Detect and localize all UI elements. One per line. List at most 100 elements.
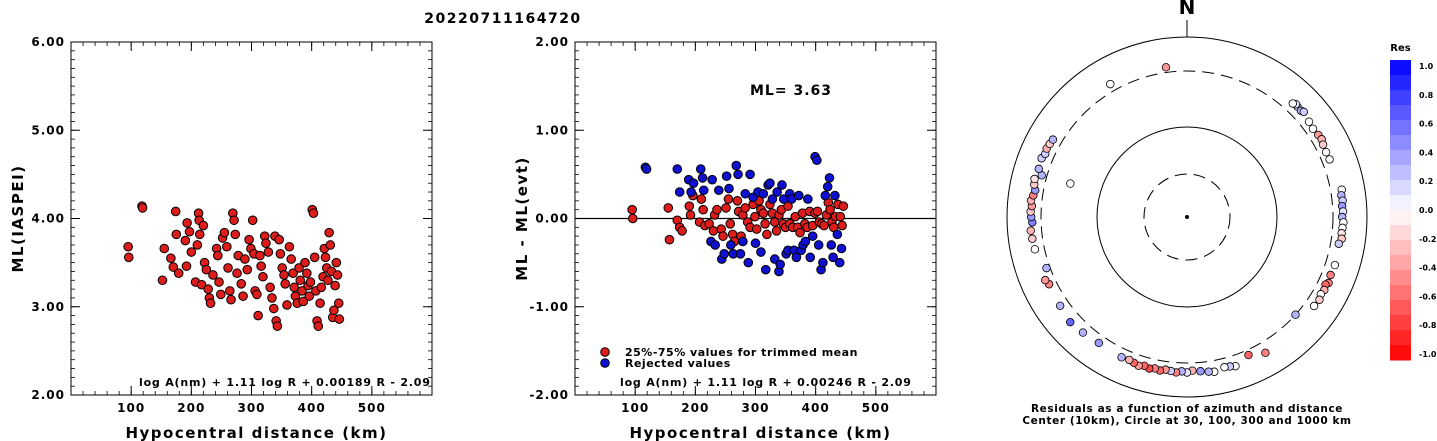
- data-point: [203, 284, 213, 294]
- colorbar-segment: [1390, 180, 1411, 196]
- data-point: [173, 268, 184, 279]
- data-point: [168, 262, 179, 272]
- station-point: [1117, 353, 1126, 362]
- caption-line1: Residuals as a function of azimuth and d…: [1031, 403, 1343, 415]
- colorbar-segment: [1390, 150, 1411, 166]
- colorbar-segment: [1390, 315, 1411, 331]
- rejected-point: [745, 169, 755, 180]
- legend-marker: [600, 347, 610, 357]
- data-point: [333, 298, 344, 309]
- rejected-point: [695, 164, 706, 174]
- accepted-point: [698, 204, 708, 215]
- data-point: [300, 257, 310, 268]
- x-tick-label: 200: [681, 401, 709, 415]
- accepted-point: [721, 203, 731, 213]
- rejected-point: [803, 194, 813, 204]
- data-point: [123, 241, 133, 252]
- station-point: [1028, 234, 1037, 243]
- data-point: [225, 286, 235, 296]
- accepted-point: [677, 226, 687, 236]
- data-point: [279, 270, 289, 280]
- accepted-point: [685, 210, 696, 220]
- rejected-point: [828, 252, 838, 263]
- colorbar-title: Res: [1390, 43, 1410, 54]
- colorbar-tick-label: -0.8: [1419, 321, 1437, 330]
- data-point: [309, 252, 320, 263]
- data-point: [304, 291, 315, 301]
- data-point: [252, 289, 262, 300]
- data-point: [297, 286, 307, 296]
- data-point: [272, 321, 283, 331]
- station-point: [1066, 179, 1075, 188]
- station-point: [1315, 295, 1324, 304]
- data-point: [226, 294, 236, 305]
- rejected-point: [731, 160, 742, 171]
- left-chart: 100 200 300 400 500 2.00 3.00 4.00 5.00 6.00 Hypoc…: [9, 35, 433, 441]
- colorbar-tick-label: 1.0: [1419, 62, 1434, 71]
- station-point: [1326, 270, 1335, 280]
- data-point: [331, 257, 342, 268]
- data-point: [230, 229, 241, 240]
- data-point: [208, 270, 218, 280]
- rejected-point: [826, 240, 837, 250]
- rejected-point: [765, 178, 775, 188]
- rejected-point: [767, 194, 778, 204]
- accepted-point: [835, 211, 846, 222]
- data-point: [214, 277, 224, 287]
- station-point: [1299, 107, 1308, 117]
- data-point: [323, 275, 333, 286]
- y-tick-label: 1.00: [535, 123, 569, 137]
- rejected-point: [794, 190, 804, 201]
- data-point: [325, 240, 336, 250]
- data-point: [242, 264, 253, 275]
- data-point: [186, 247, 197, 257]
- station-point: [1048, 135, 1058, 144]
- station-point: [1125, 355, 1134, 365]
- ring-300km: [1040, 70, 1334, 364]
- station-point: [1261, 348, 1270, 358]
- data-point: [240, 254, 250, 264]
- colorbar-segment: [1390, 75, 1411, 91]
- station-point: [1244, 350, 1253, 360]
- colorbar-tick-label: -1.0: [1419, 350, 1437, 359]
- data-point: [232, 268, 242, 279]
- data-point: [316, 282, 327, 293]
- colorbar-segment: [1390, 225, 1411, 241]
- colorbar-segment: [1390, 165, 1411, 181]
- rejected-point: [726, 240, 736, 250]
- data-point: [315, 298, 325, 309]
- data-point: [166, 253, 176, 264]
- ring-30km: [1143, 173, 1231, 261]
- y-tick-label: -1.00: [529, 300, 569, 314]
- data-point: [268, 303, 279, 314]
- data-point: [302, 268, 312, 279]
- data-point: [219, 227, 230, 238]
- data-point: [137, 203, 148, 213]
- x-tick-label: 300: [741, 401, 769, 415]
- rejected-point: [719, 249, 730, 259]
- accepted-point: [718, 231, 728, 241]
- accepted-point: [696, 194, 707, 204]
- data-point: [196, 279, 207, 290]
- accepted-point: [725, 218, 736, 229]
- colorbar-segment: [1390, 210, 1411, 226]
- station-point: [1066, 317, 1075, 327]
- colorbar-segment: [1390, 300, 1411, 316]
- data-point: [282, 300, 292, 310]
- colorbar-tick-label: 0.8: [1419, 91, 1434, 100]
- data-point: [330, 280, 340, 291]
- accepted-point: [825, 204, 835, 215]
- colorbar-tick-label: 0.6: [1419, 120, 1434, 129]
- accepted-point: [760, 218, 770, 229]
- accepted-point: [838, 201, 849, 211]
- legend-label: Rejected values: [625, 357, 731, 370]
- y-tick-label: 2.00: [535, 35, 569, 49]
- azimuth-chart: N Residuals as a function of azimuth and …: [1006, 0, 1368, 427]
- station-point: [1078, 328, 1088, 337]
- north-label: N: [1179, 0, 1196, 19]
- data-point: [286, 254, 297, 264]
- data-point: [280, 279, 290, 289]
- station-point: [1161, 63, 1171, 72]
- colorbar-segment: [1390, 105, 1411, 121]
- rejected-point: [697, 173, 708, 183]
